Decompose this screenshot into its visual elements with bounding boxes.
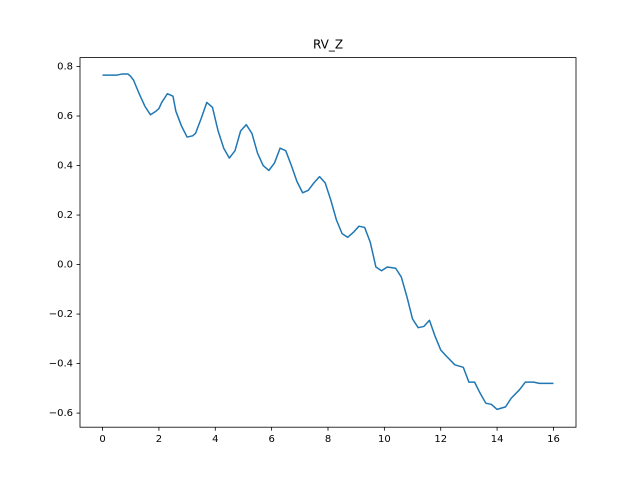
data-line [102, 73, 554, 411]
x-tick-label: 12 [434, 434, 447, 445]
y-tick-label: 0.2 [57, 210, 73, 221]
chart-title: RV_Z [313, 38, 343, 52]
y-tick-label: 0.8 [57, 62, 73, 73]
x-tick-label: 10 [378, 434, 391, 445]
x-tick-label: 4 [212, 434, 218, 445]
x-tick-label: 16 [547, 434, 560, 445]
x-tick-label: 8 [325, 434, 331, 445]
y-tick-label: 0.0 [57, 260, 73, 271]
y-tick-label: −0.2 [49, 309, 73, 320]
y-tick-label: 0.4 [57, 161, 73, 172]
y-tick-label: 0.6 [57, 111, 73, 122]
x-tick-label: 2 [156, 434, 162, 445]
y-tick-label: −0.6 [49, 408, 73, 419]
x-tick-label: 0 [99, 434, 105, 445]
x-tick-label: 6 [268, 434, 274, 445]
y-tick-label: −0.4 [49, 359, 73, 370]
x-tick-label: 14 [491, 434, 504, 445]
